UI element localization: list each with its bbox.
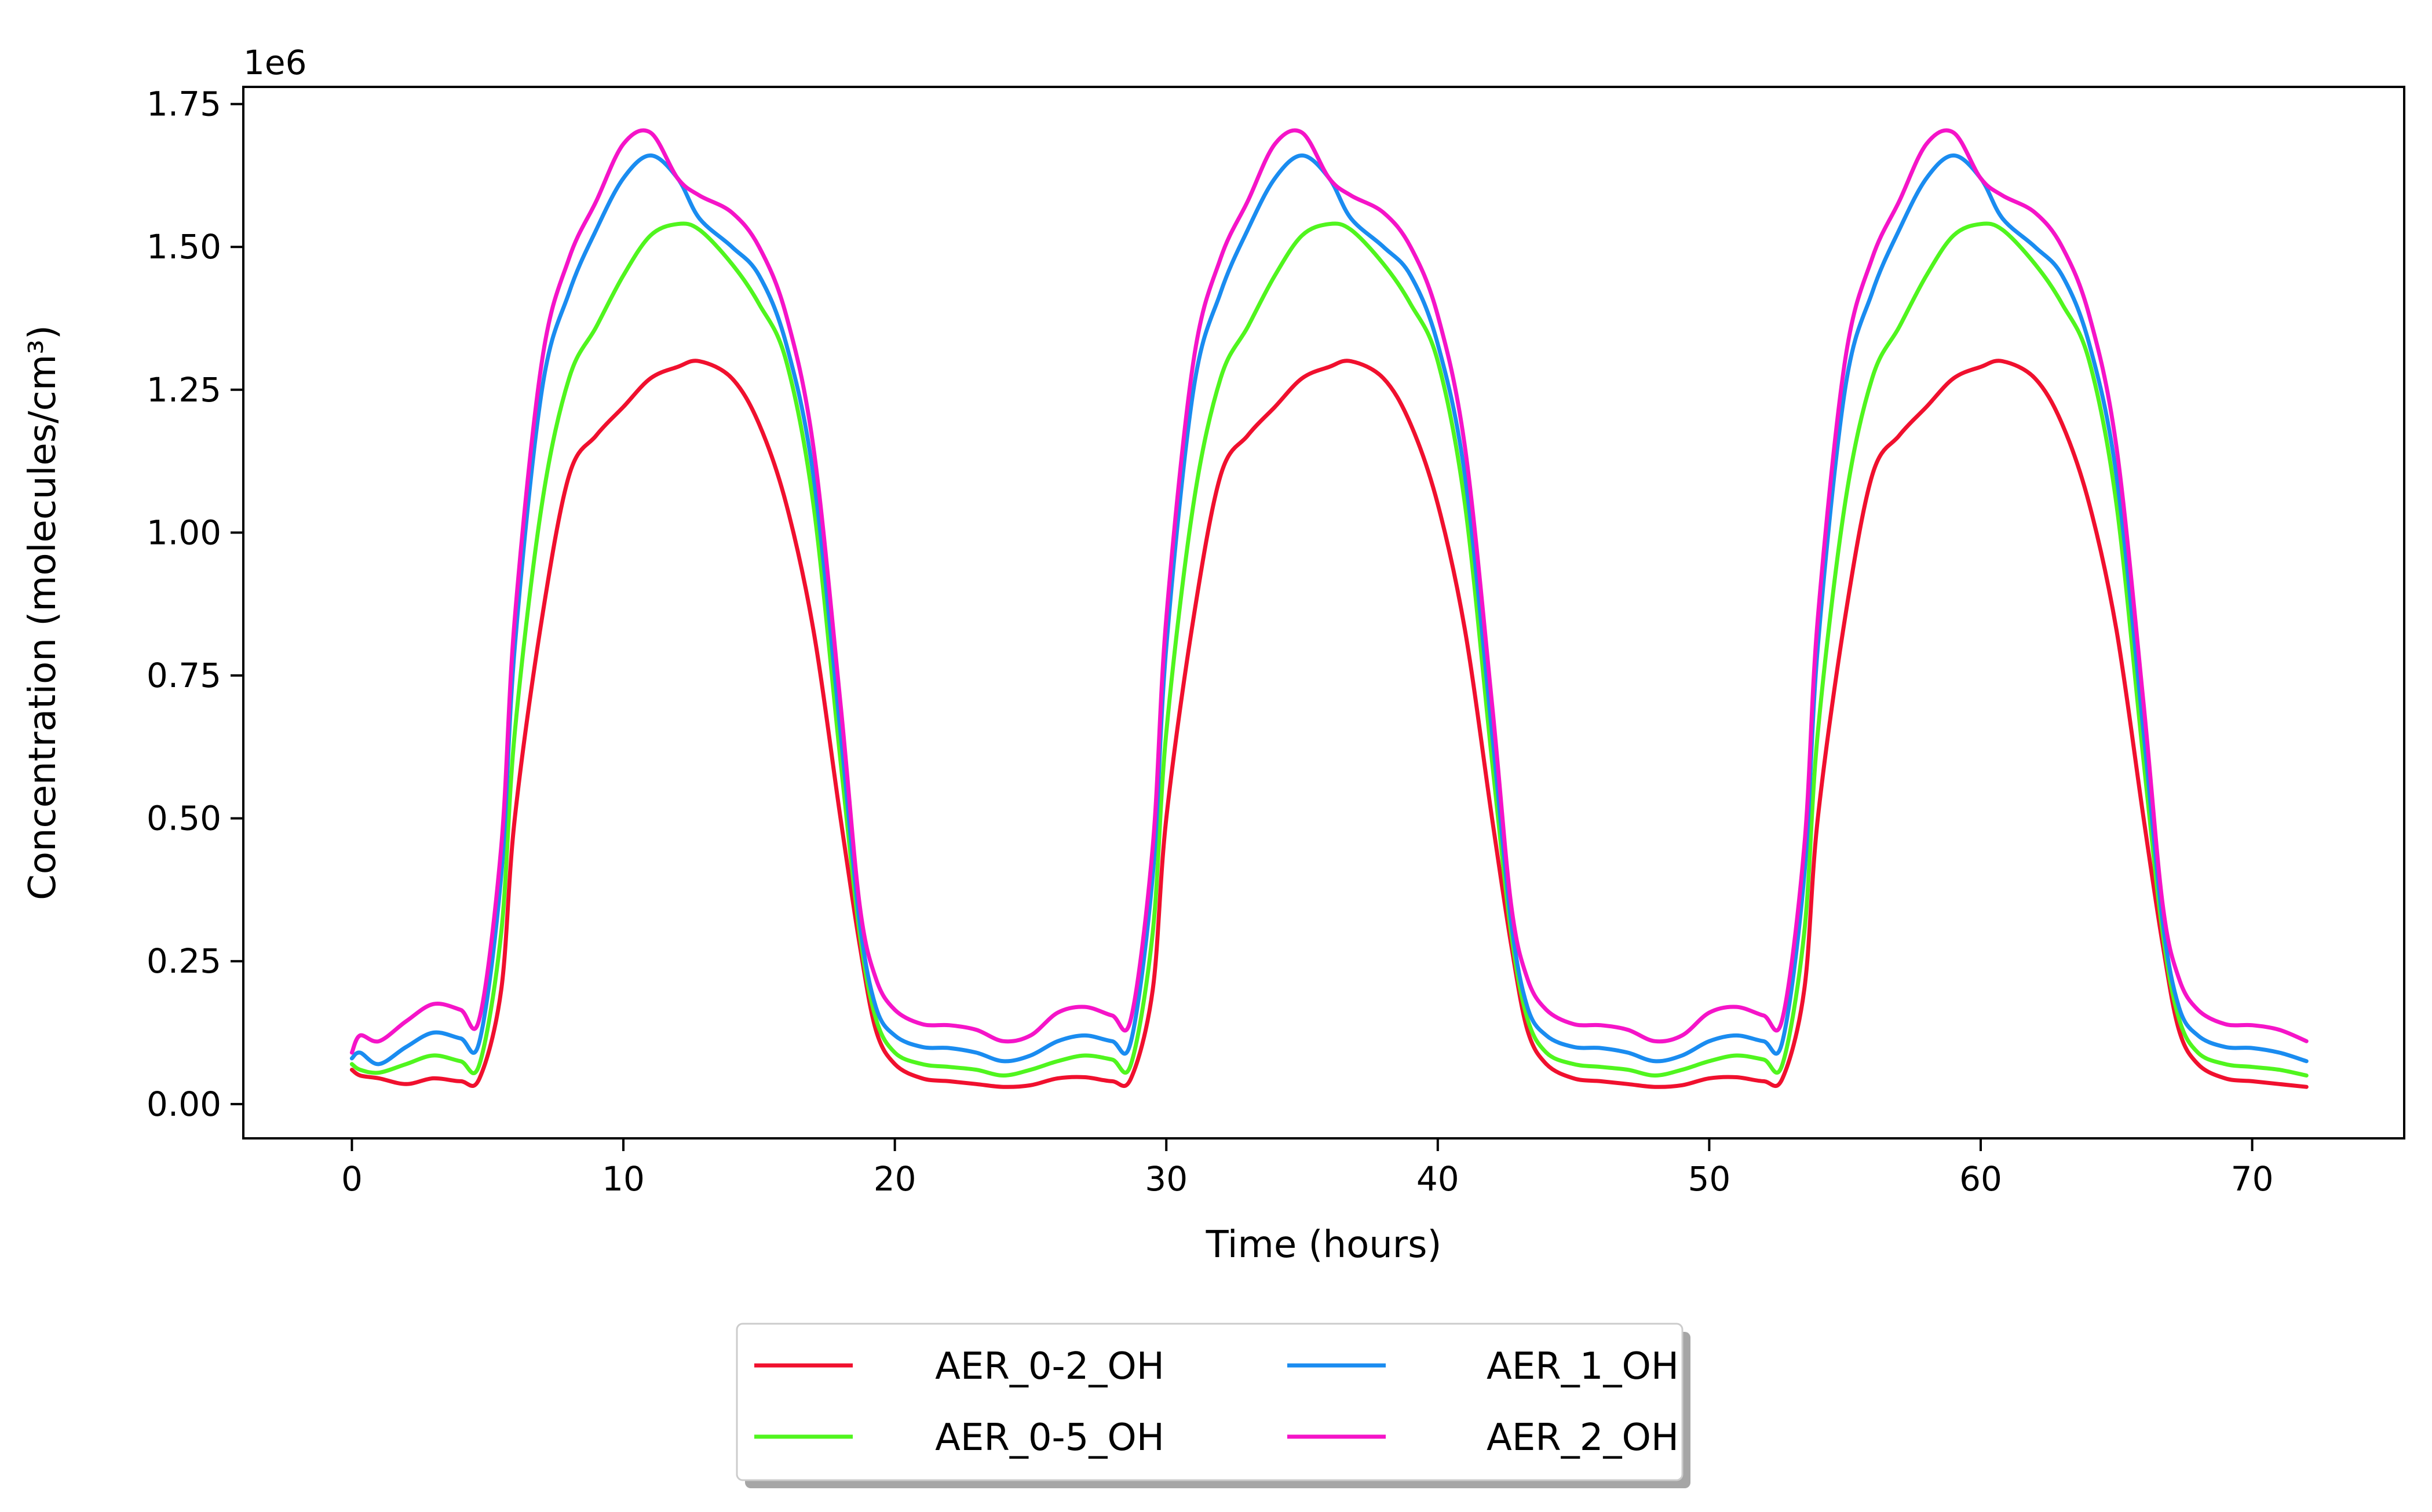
y-axis: 0.00 0.25 0.50 0.75 1.00 1.25 1.50 1.75	[147, 85, 243, 1124]
y-tick-label: 1.75	[147, 85, 221, 124]
x-tick-label: 20	[874, 1159, 916, 1199]
y-tick-label: 0.50	[147, 799, 221, 838]
x-axis-label: Time (hours)	[1206, 1224, 1442, 1266]
y-axis-label: Concentration (molecules/cm³)	[21, 325, 64, 900]
y-tick-label: 0.75	[147, 656, 221, 695]
series-layer	[349, 128, 2309, 1089]
axes-frame	[242, 86, 2405, 1140]
legend-label-aer-2-oh: AER_2_OH	[1487, 1416, 1679, 1459]
plot-area	[242, 86, 2405, 1140]
x-tick-label: 10	[602, 1159, 645, 1199]
series-line-aer-1-oh	[349, 153, 2309, 1067]
legend: AER_0-2_OH AER_0-5_OH AER_1_OH AER_2_OH	[736, 1323, 1690, 1488]
y-tick-label: 0.00	[147, 1084, 221, 1124]
legend-label-aer-0-5-oh: AER_0-5_OH	[935, 1416, 1164, 1459]
legend-label-aer-1-oh: AER_1_OH	[1487, 1345, 1679, 1388]
y-tick-label: 1.00	[147, 513, 221, 552]
x-tick-label: 0	[341, 1159, 363, 1199]
series-line-aer-0-5-oh	[349, 221, 2309, 1078]
x-tick-label: 40	[1416, 1159, 1459, 1199]
y-axis-offset-label: 1e6	[243, 43, 307, 82]
y-tick-label: 1.25	[147, 370, 221, 410]
x-tick-label: 70	[2231, 1159, 2274, 1199]
y-tick-label: 1.50	[147, 227, 221, 266]
legend-label-aer-0-2-oh: AER_0-2_OH	[935, 1345, 1164, 1388]
legend-box	[736, 1323, 1684, 1481]
x-tick-label: 30	[1145, 1159, 1188, 1199]
x-tick-label: 60	[1959, 1159, 2002, 1199]
x-tick-label: 50	[1688, 1159, 1730, 1199]
x-axis: 0 10 20 30 40 50 60 70	[341, 1138, 2274, 1199]
series-line-aer-2-oh	[349, 128, 2309, 1055]
series-line-aer-0-2-oh	[349, 359, 2309, 1089]
y-tick-label: 0.25	[147, 941, 221, 981]
